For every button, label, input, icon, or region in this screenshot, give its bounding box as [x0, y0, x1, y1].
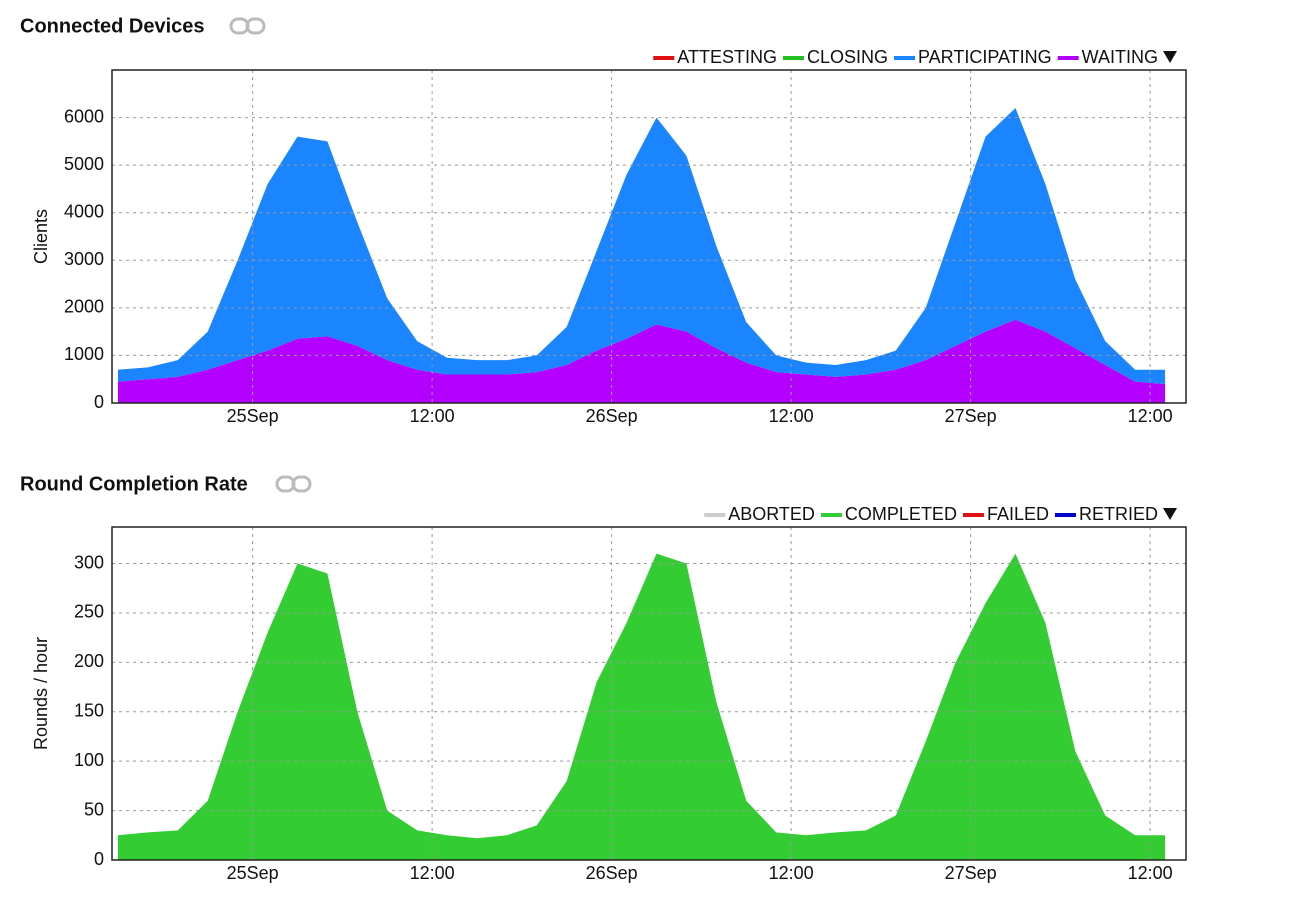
legend-menu[interactable] [1163, 51, 1177, 63]
x-tick-label: 27Sep [945, 863, 997, 883]
x-tick-label: 26Sep [586, 863, 638, 883]
link-icon[interactable] [229, 17, 266, 35]
chart-title: Connected Devices [20, 15, 205, 37]
chart-title: Round Completion Rate [20, 473, 248, 495]
area [117, 108, 1166, 384]
x-tick-label: 12:00 [769, 863, 814, 883]
legend-label: ABORTED [728, 504, 815, 524]
y-tick-label: 0 [94, 392, 104, 412]
y-tick-label: 2000 [64, 297, 104, 317]
y-axis-label: Clients [31, 209, 51, 264]
y-tick-label: 200 [74, 651, 104, 671]
y-tick-label: 50 [84, 799, 104, 819]
y-tick-label: 150 [74, 701, 104, 721]
y-tick-label: 6000 [64, 106, 104, 126]
legend-label: WAITING [1082, 47, 1158, 67]
plot-frame [111, 69, 1187, 404]
legend-label: PARTICIPATING [918, 47, 1052, 67]
y-tick-label: 4000 [64, 201, 104, 221]
legend-label: RETRIED [1079, 504, 1158, 524]
y-axis-label: Rounds / hour [31, 637, 51, 750]
area [117, 553, 1166, 860]
legend-label: ATTESTING [677, 47, 777, 67]
legend-menu[interactable] [1163, 508, 1177, 520]
plot-frame [111, 526, 1187, 861]
y-tick-label: 300 [74, 552, 104, 572]
y-tick-label: 1000 [64, 344, 104, 364]
x-tick-label: 27Sep [945, 406, 997, 426]
y-tick-label: 100 [74, 750, 104, 770]
x-tick-label: 12:00 [1128, 863, 1173, 883]
legend-label: COMPLETED [845, 504, 957, 524]
legend-label: FAILED [987, 504, 1049, 524]
area [117, 319, 1166, 403]
x-tick-label: 12:00 [769, 406, 814, 426]
y-tick-label: 3000 [64, 249, 104, 269]
y-tick-label: 0 [94, 849, 104, 869]
x-tick-label: 25Sep [227, 863, 279, 883]
x-tick-label: 12:00 [410, 406, 455, 426]
y-tick-label: 250 [74, 602, 104, 622]
legend-label: CLOSING [807, 47, 888, 67]
x-tick-label: 26Sep [586, 406, 638, 426]
x-tick-label: 12:00 [410, 863, 455, 883]
x-tick-label: 25Sep [227, 406, 279, 426]
link-icon[interactable] [275, 475, 312, 493]
y-tick-label: 5000 [64, 154, 104, 174]
x-tick-label: 12:00 [1128, 406, 1173, 426]
